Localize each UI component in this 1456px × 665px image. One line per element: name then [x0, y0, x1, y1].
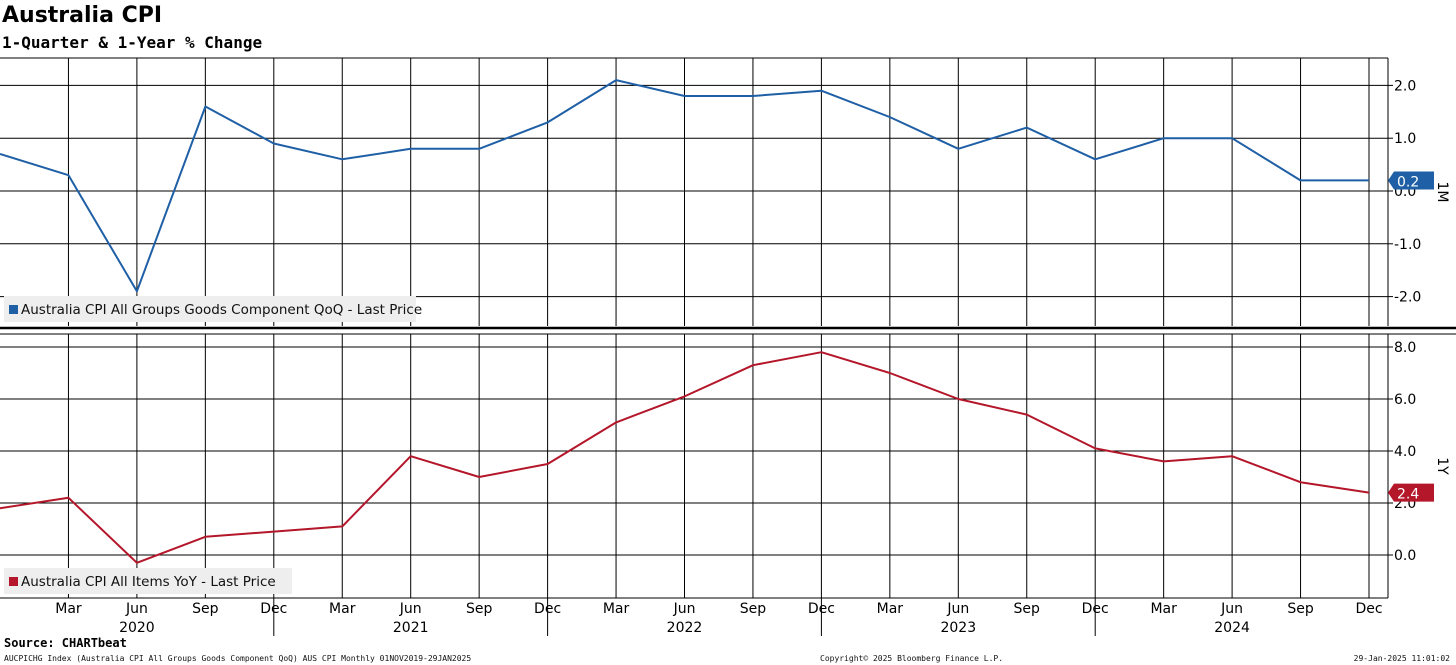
- x-year-label: 2020: [119, 620, 155, 636]
- x-tick-label: Mar: [55, 601, 82, 617]
- x-year-label: 2022: [667, 620, 703, 636]
- x-tick-label: Mar: [877, 601, 904, 617]
- footer-copyright: Copyright© 2025 Bloomberg Finance L.P.: [820, 654, 1004, 663]
- chart-subtitle: 1-Quarter & 1-Year % Change: [2, 33, 263, 52]
- x-tick-label: Jun: [1220, 601, 1243, 617]
- x-tick-label: Sep: [466, 601, 493, 617]
- y-tick-label: 4.0: [1394, 444, 1416, 460]
- x-tick-label: Jun: [399, 601, 422, 617]
- x-tick-label: Sep: [1014, 601, 1041, 617]
- series-line: [0, 351, 1370, 564]
- y-tick-label: 8.0: [1394, 340, 1416, 356]
- chart-title: Australia CPI: [2, 3, 163, 28]
- panel-axis-label: 1M: [1434, 182, 1450, 203]
- x-tick-label: Dec: [1355, 601, 1382, 617]
- last-value-tag: [1388, 483, 1434, 502]
- legend-box: [4, 568, 292, 594]
- y-tick-label: 1.0: [1394, 131, 1416, 147]
- legend-label: Australia CPI All Groups Goods Component…: [21, 302, 422, 318]
- x-axis: Mar Jun Sep Dec Mar Jun Sep Dec Mar Jun Sep Dec Mar J…: [55, 598, 1383, 636]
- x-tick-label: Jun: [946, 601, 969, 617]
- y-tick-label: 2.0: [1394, 78, 1416, 94]
- panel-axis-label: 1Y: [1434, 457, 1450, 475]
- x-year-label: 2023: [940, 620, 976, 636]
- x-tick-label: Sep: [740, 601, 767, 617]
- y-tick-label: 0.0: [1394, 548, 1416, 564]
- legend-swatch: [9, 305, 18, 314]
- last-value-label: 0.2: [1397, 174, 1419, 190]
- x-tick-label: Jun: [673, 601, 696, 617]
- y-tick-label: -2.0: [1394, 290, 1421, 306]
- x-tick-label: Mar: [329, 601, 356, 617]
- x-tick-label: Mar: [603, 601, 630, 617]
- x-year-label: 2021: [393, 620, 429, 636]
- last-value-tag: [1388, 171, 1434, 190]
- source-note: Source: CHARTbeat: [4, 636, 127, 650]
- legend-box: [4, 296, 416, 322]
- x-year-label: 2024: [1214, 620, 1250, 636]
- y-tick-label: -1.0: [1394, 237, 1421, 253]
- x-tick-label: Jun: [125, 601, 148, 617]
- footer-timestamp: 29-Jan-2025 11:01:02: [1353, 654, 1450, 663]
- last-value-label: 2.4: [1397, 487, 1419, 503]
- legend-label: Australia CPI All Items YoY - Last Price: [21, 574, 276, 590]
- x-tick-label: Sep: [1287, 601, 1314, 617]
- legend-swatch: [9, 577, 18, 586]
- x-tick-label: Sep: [192, 601, 219, 617]
- x-tick-label: Mar: [1150, 601, 1177, 617]
- series-line: [0, 79, 1369, 293]
- y-tick-label: 6.0: [1394, 392, 1416, 408]
- footer-series-info: AUCPICHG Index (Australia CPI All Groups…: [4, 654, 472, 663]
